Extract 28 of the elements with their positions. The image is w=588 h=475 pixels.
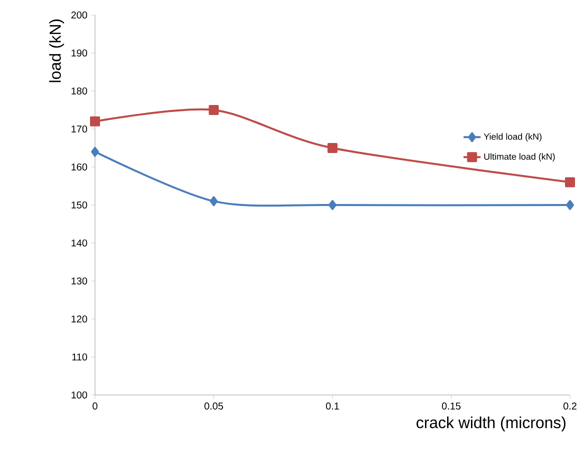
point [210, 196, 218, 206]
x-tick-label: 0.05 [204, 402, 224, 410]
y-tick-label: 130 [72, 277, 88, 285]
y-tick-label: 140 [72, 239, 88, 247]
point [91, 146, 99, 157]
y-axis-title: load (kN) [49, 20, 64, 82]
y-tick-label: 160 [72, 163, 88, 171]
y-tick-label: 180 [72, 87, 88, 95]
y-tick-label: 170 [72, 125, 88, 133]
x-tick-label: 0.15 [442, 402, 461, 410]
point [90, 116, 100, 126]
legend-label: Yield load (kN) [484, 133, 542, 142]
point [566, 200, 574, 210]
point [328, 142, 338, 153]
point [208, 104, 219, 115]
y-tick-label: 190 [72, 49, 88, 57]
x-tick-label: 0.2 [563, 402, 576, 410]
point [328, 200, 337, 210]
x-tick-label: 0.1 [326, 402, 339, 410]
legend-label: Ultimate load (kN) [484, 153, 555, 162]
y-tick-label: 110 [72, 353, 88, 361]
x-tick-label: 0 [92, 402, 98, 410]
y-tick-label: 100 [72, 391, 88, 399]
x-axis-title: crack width (microns) [416, 416, 566, 432]
y-tick-label: 150 [72, 201, 88, 209]
point [565, 177, 576, 188]
y-tick-label: 120 [72, 315, 88, 323]
y-tick-label: 200 [71, 11, 88, 19]
